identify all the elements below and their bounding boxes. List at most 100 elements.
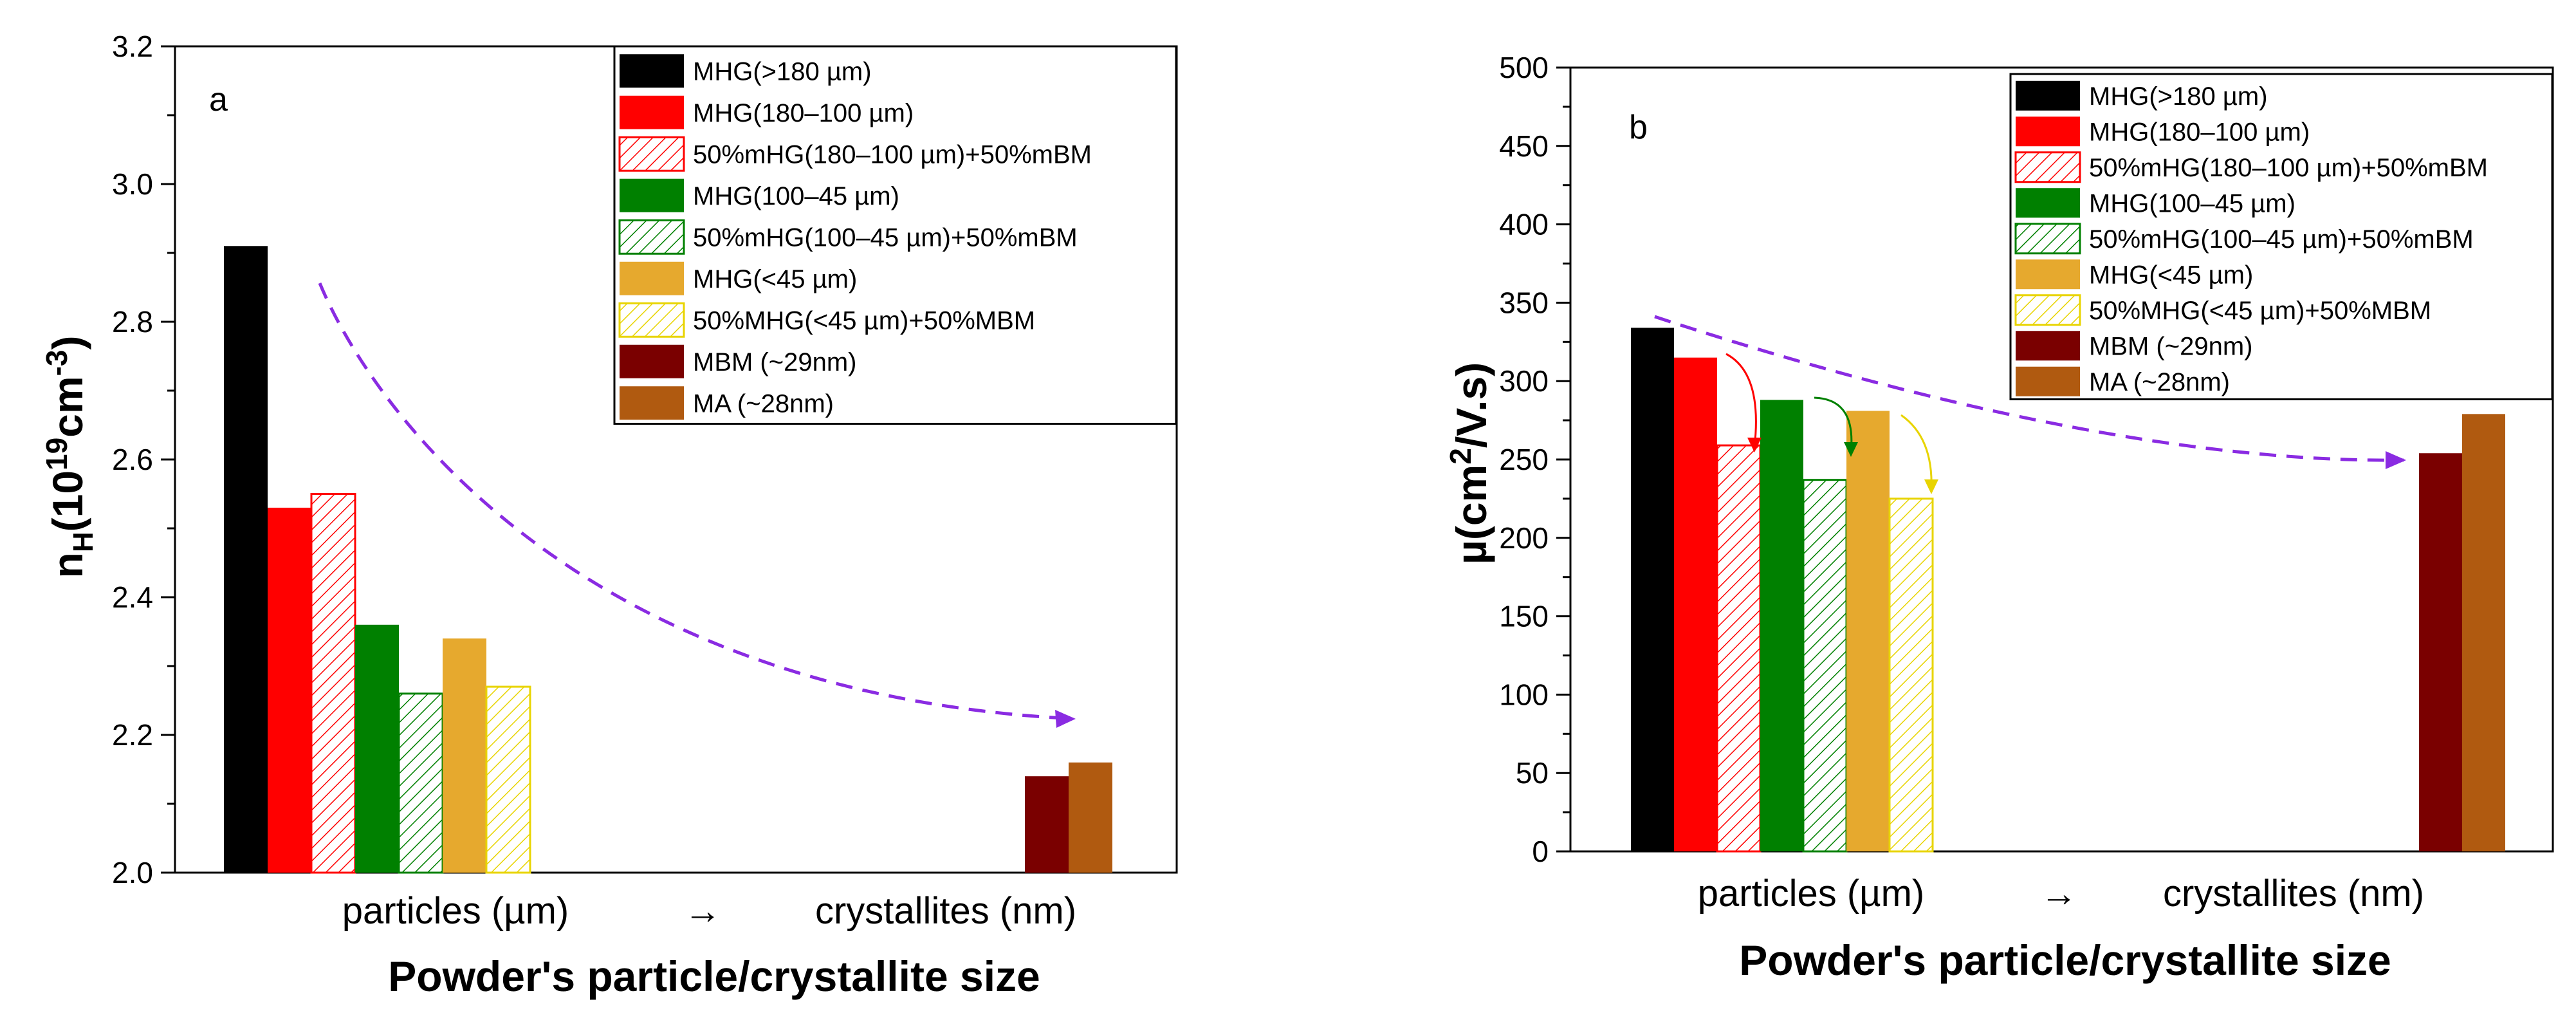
panel-b-legend-label: 50%mHG(180–100 µm)+50%mBM — [2089, 154, 2488, 182]
panel-b-legend-label: 50%mHG(100–45 µm)+50%mBM — [2089, 225, 2474, 254]
panel-a-xtick-particles: particles (µm) — [342, 890, 569, 932]
panel-b-legend-label: 50%MHG(<45 µm)+50%MBM — [2089, 297, 2431, 325]
panel-a-bar-mbm-29nm — [1025, 776, 1069, 873]
panel-a-legend-swatch-mhg-100-45-m — [620, 178, 684, 212]
panel-b-arrowhead — [2386, 451, 2406, 469]
panel-a-ytick-label: 2.4 — [112, 580, 153, 614]
panel-b-bar-mhg-45-m — [1846, 411, 1890, 851]
panel-b-ytick-label: 200 — [1499, 521, 1549, 555]
panel-a-ylabel: nH(1019cm-3) — [40, 336, 99, 579]
panel-b-legend-swatch-ma-28nm — [2016, 366, 2080, 396]
panel-b-arrowhead-green — [1844, 442, 1858, 457]
panel-b-legend-label: MHG(>180 µm) — [2089, 82, 2268, 111]
panel-a-legend: MHG(>180 µm) MHG(180–100 µm) 50%mHG(180–10… — [613, 45, 1177, 425]
panel-b-ytick-label: 0 — [1532, 835, 1549, 868]
panel-a-legend-swatch-mbm-29nm — [620, 344, 684, 378]
panel-b-legend-frame — [2009, 73, 2553, 400]
panel-a-legend-label: MBM (~29nm) — [693, 348, 857, 376]
panel-b-xtick-particles: particles (µm) — [1698, 873, 1924, 914]
panel-b-arrow-green — [1814, 396, 1853, 452]
panel-a-legend-label: 50%mHG(100–45 µm)+50%mBM — [693, 223, 1078, 252]
panel-b-legend-swatch-mhg-45-m — [2016, 259, 2080, 290]
panel-b-arrowhead-yellow — [1924, 479, 1938, 494]
panel-a-ytick-label: 3.2 — [112, 30, 153, 63]
panel-b-letter: b — [1629, 109, 1648, 146]
panel-a-bar-ma-28nm — [1069, 762, 1112, 873]
panel-a-ytick-label: 3.0 — [112, 167, 153, 201]
panel-a-legend-swatch-50-mhg-100-45-m-50-mbm — [618, 219, 685, 255]
panel-b-bar-ma-28nm — [2462, 414, 2505, 851]
panel-a-ytick-label: 2.6 — [112, 443, 153, 476]
panel-b-legend-label: MHG(<45 µm) — [2089, 261, 2253, 289]
panel-a-legend-swatch-50-mhg-180-100-m-50-mbm — [618, 136, 685, 172]
panel-b-legend-swatch-50-mhg-45-m-50-mbm — [2014, 294, 2081, 326]
panel-b-ytick-label: 450 — [1499, 129, 1549, 163]
panel-a-ytick-label: 2.0 — [112, 856, 153, 889]
panel-a-legend-swatch-ma-28nm — [620, 386, 684, 420]
panel-a-ytick-label: 2.8 — [112, 305, 153, 339]
panel-b-bar-mbm-29nm — [2419, 453, 2462, 851]
svg-text:µ(cm2/V.s): µ(cm2/V.s) — [1444, 362, 1495, 564]
panel-b-ytick-label: 50 — [1516, 756, 1549, 790]
panel-b-legend-label: MA (~28nm) — [2089, 368, 2230, 396]
panel-b-legend: MHG(>180 µm) MHG(180–100 µm) 50%mHG(180–10… — [2009, 73, 2553, 400]
panel-b-arrow-yellow — [1900, 414, 1933, 490]
panel-b-legend-label: MHG(100–45 µm) — [2089, 189, 2295, 218]
panel-a-ytick-label: 2.2 — [112, 718, 153, 752]
panel-a-trend-arrow — [318, 283, 1076, 721]
panel-a-xlabel: Powder's particle/crystallite size — [388, 952, 1040, 1000]
panel-a-legend-label: MHG(180–100 µm) — [693, 99, 914, 127]
panel-b-xlabel: Powder's particle/crystallite size — [1739, 936, 2391, 984]
panel-a-bar-mhg-180-100-m — [268, 507, 311, 873]
panel-a-legend-label: 50%MHG(<45 µm)+50%MBM — [693, 306, 1035, 335]
panel-a-legend-swatch-mhg-180-100-m — [620, 95, 684, 129]
panel-a-letter: a — [209, 81, 228, 118]
panel-a-bar-mhg-100-45-m — [355, 624, 399, 873]
panel-b-ytick-label: 150 — [1499, 600, 1549, 633]
panel-a-legend-label: 50%mHG(180–100 µm)+50%mBM — [693, 140, 1092, 169]
panel-b-ylabel: µ(cm2/V.s) — [1444, 362, 1495, 564]
panel-b-bar-50-mhg-180-100-m-50-mbm — [1716, 444, 1762, 853]
panel-b-bar-50-mhg-45-m-50-mbm — [1888, 497, 1934, 853]
panel-a-bar-50-mhg-45-m-50-mbm — [485, 685, 531, 874]
panel-b-legend-label: MHG(180–100 µm) — [2089, 118, 2310, 146]
panel-b-legend-swatch-mbm-29nm — [2016, 331, 2080, 361]
panel-b-ytick-label: 250 — [1499, 443, 1549, 476]
panel-a-bar-mhg-180-m — [224, 246, 268, 873]
panel-b-legend-swatch-mhg-180-m — [2016, 80, 2080, 111]
panel-b-bar-mhg-180-100-m — [1674, 357, 1717, 851]
panel-b-bar-mhg-100-45-m — [1760, 400, 1803, 851]
panel-b-xtick-arrow: → — [2040, 873, 2077, 914]
panel-a-legend-frame — [613, 45, 1177, 425]
panel-a-bar-mhg-45-m — [443, 638, 486, 873]
panel-a-xtick-arrow: → — [684, 890, 721, 932]
panel-a-legend-label: MHG(<45 µm) — [693, 265, 857, 293]
panel-a-legend-swatch-50-mhg-45-m-50-mbm — [618, 302, 685, 338]
panel-a-bar-50-mhg-100-45-m-50-mbm — [398, 692, 444, 874]
panel-b-xtick-crystallites: crystallites (nm) — [2163, 873, 2424, 914]
panel-b-ytick-label: 100 — [1499, 678, 1549, 711]
svg-text:nH(1019cm-3): nH(1019cm-3) — [40, 336, 99, 579]
panel-b-bar-50-mhg-100-45-m-50-mbm — [1802, 479, 1848, 853]
panel-a-legend-swatch-mhg-45-m — [620, 261, 684, 295]
panel-b-arrow-red — [1725, 353, 1757, 448]
panel-b-legend-swatch-50-mhg-100-45-m-50-mbm — [2014, 223, 2081, 255]
panel-b-legend-swatch-50-mhg-180-100-m-50-mbm — [2014, 151, 2081, 183]
panel-b-ytick-label: 300 — [1499, 364, 1549, 398]
panel-a-arrowhead — [1055, 710, 1076, 728]
panel-a-legend-label: MHG(>180 µm) — [693, 57, 872, 86]
panel-b-legend-swatch-mhg-180-100-m — [2016, 116, 2080, 147]
panel-a-legend-label: MA (~28nm) — [693, 389, 834, 418]
panel-b-ytick-label: 500 — [1499, 51, 1549, 84]
panel-a-bar-50-mhg-180-100-m-50-mbm — [310, 493, 356, 874]
panel-b: 0 50 100 150 200 250 300 350 400 450 500 b MHG(>18… — [1444, 51, 2554, 984]
panel-b-ytick-label: 400 — [1499, 208, 1549, 241]
panel-b-legend-swatch-mhg-100-45-m — [2016, 188, 2080, 218]
panel-a-xtick-crystallites: crystallites (nm) — [815, 890, 1076, 932]
panel-a-legend-swatch-mhg-180-m — [620, 54, 684, 88]
panel-b-legend-label: MBM (~29nm) — [2089, 332, 2253, 360]
panel-b-bar-mhg-180-m — [1631, 328, 1674, 852]
panel-b-trend-arrow — [1654, 315, 2404, 462]
panel-a-legend-label: MHG(100–45 µm) — [693, 182, 899, 210]
